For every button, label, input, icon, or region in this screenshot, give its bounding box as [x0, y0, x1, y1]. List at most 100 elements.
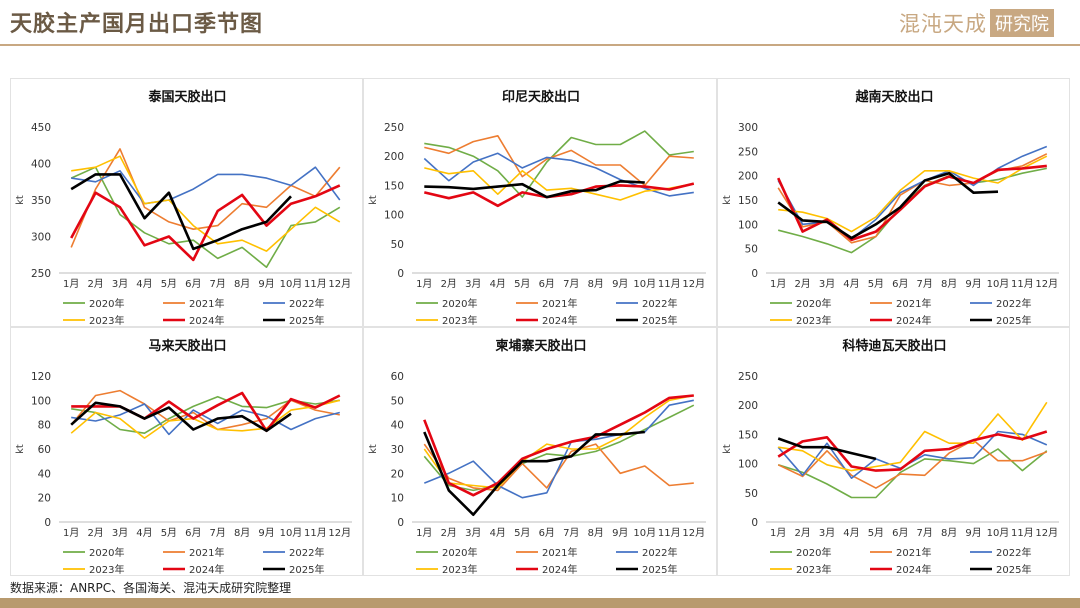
brand-logo-box: 研究院: [990, 9, 1054, 37]
x-tick-label: 9月: [965, 278, 981, 290]
x-tick-label: 12月: [328, 278, 351, 290]
footer-bar: [0, 598, 1080, 608]
x-tick-label: 9月: [258, 278, 274, 290]
x-tick-label: 8月: [588, 527, 604, 539]
y-tick-label: 100: [738, 459, 758, 471]
page-title: 天胶主产国月出口季节图: [10, 11, 264, 37]
legend-label: 2024年: [189, 314, 224, 327]
legend-label: 2021年: [896, 546, 931, 559]
y-axis-label: kt: [722, 444, 733, 454]
series-line: [70, 389, 340, 431]
x-tick-label: 3月: [465, 527, 481, 539]
x-tick-label: 6月: [892, 527, 908, 539]
series-line: [778, 155, 1048, 233]
y-tick-label: 400: [31, 159, 51, 171]
x-tick-label: 4月: [490, 527, 506, 539]
y-tick-label: 50: [745, 488, 758, 500]
chart-panel-cote-divoire: 科特迪瓦天胶出口 kt 0 50 100 150 200 250 1月 2月 3月 4月 5月 6月 7月 8…: [717, 327, 1070, 576]
series-line: [423, 430, 645, 516]
legend-label: 2025年: [996, 314, 1031, 327]
x-tick-label: 10月: [987, 527, 1010, 539]
y-tick-label: 20: [391, 468, 404, 480]
x-tick-label: 5月: [514, 278, 530, 290]
y-tick-label: 100: [738, 219, 758, 231]
chart-svg-thailand: 泰国天胶出口 kt 250 300 350 400 450 1月 2月 3月 4月 5月 6月 7月 8月 9…: [15, 89, 352, 327]
x-tick-label: 9月: [965, 527, 981, 539]
y-tick-label: 60: [38, 444, 51, 456]
y-axis-label: kt: [368, 444, 379, 454]
legend-label: 2023年: [442, 563, 477, 576]
legend-label: 2025年: [289, 314, 324, 327]
x-tick-label: 5月: [868, 278, 884, 290]
legend-label: 2021年: [542, 546, 577, 559]
x-tick-label: 10月: [280, 527, 303, 539]
x-tick-label: 9月: [612, 527, 628, 539]
y-tick-label: 20: [38, 493, 51, 505]
x-tick-label: 11月: [658, 527, 681, 539]
x-tick-label: 4月: [490, 278, 506, 290]
chart-panel-indonesia: 印尼天胶出口 kt 0 50 100 150 200 250 1月 2月 3月 4月 5月 6月 7月 8月 9…: [363, 78, 717, 327]
series-line: [423, 394, 694, 489]
x-tick-label: 8月: [941, 527, 957, 539]
y-tick-label: 250: [31, 268, 51, 280]
x-tick-label: 6月: [185, 527, 201, 539]
y-tick-label: 250: [738, 146, 758, 158]
legend-label: 2024年: [896, 314, 931, 327]
legend-label: 2020年: [442, 297, 477, 310]
series-line: [423, 394, 694, 497]
x-tick-label: 2月: [441, 278, 457, 290]
x-tick-label: 11月: [1011, 278, 1034, 290]
x-tick-label: 7月: [563, 278, 579, 290]
chart-title: 越南天胶出口: [854, 89, 933, 105]
series-line: [423, 404, 695, 492]
series-line: [777, 437, 877, 461]
y-tick-label: 0: [397, 517, 404, 529]
x-tick-label: 12月: [328, 527, 351, 539]
x-tick-label: 7月: [917, 278, 933, 290]
x-tick-label: 11月: [1011, 527, 1034, 539]
legend-label: 2020年: [442, 546, 477, 559]
x-tick-label: 10月: [280, 278, 303, 290]
legend-label: 2022年: [642, 297, 677, 310]
brand-logo: 混沌天成 研究院: [899, 8, 1054, 38]
legend-label: 2025年: [642, 563, 677, 576]
x-tick-label: 10月: [633, 527, 656, 539]
x-tick-label: 8月: [234, 527, 250, 539]
chart-svg-cambodia: 柬埔寨天胶出口 kt 0 10 20 30 40 50 60 1月 2月 3月 4月 5月 6月 7月 8月 9月…: [368, 338, 706, 576]
x-tick-label: 2月: [441, 527, 457, 539]
legend-label: 2022年: [996, 297, 1031, 310]
x-tick-label: 1月: [416, 278, 432, 290]
y-tick-label: 300: [738, 122, 758, 134]
y-tick-label: 120: [31, 371, 51, 383]
y-tick-label: 0: [44, 517, 51, 529]
series-line: [71, 403, 340, 436]
series-line: [70, 148, 341, 248]
y-tick-label: 250: [738, 371, 758, 383]
x-tick-label: 2月: [87, 527, 103, 539]
y-tick-label: 50: [391, 239, 404, 251]
x-tick-label: 1月: [770, 278, 786, 290]
chart-svg-vietnam: 越南天胶出口 kt 0 50 100 150 200 250 300 1月 2月 3月 4月 5月 6月 7月…: [722, 89, 1059, 327]
y-axis-label: kt: [15, 444, 26, 454]
legend-label: 2020年: [796, 297, 831, 310]
y-tick-label: 350: [31, 195, 51, 207]
y-tick-label: 200: [738, 171, 758, 183]
x-tick-label: 5月: [161, 278, 177, 290]
x-tick-label: 2月: [87, 278, 103, 290]
series-line: [71, 166, 341, 205]
x-tick-label: 10月: [633, 278, 656, 290]
x-tick-label: 6月: [539, 527, 555, 539]
brand-logo-text: 混沌天成: [899, 12, 987, 36]
legend-label: 2020年: [89, 546, 124, 559]
y-tick-label: 200: [738, 400, 758, 412]
chart-title: 柬埔寨天胶出口: [495, 338, 586, 354]
y-tick-label: 50: [391, 395, 404, 407]
series-line: [70, 173, 292, 251]
series-line: [778, 401, 1048, 472]
chart-title: 泰国天胶出口: [147, 89, 226, 105]
x-tick-label: 3月: [819, 527, 835, 539]
x-tick-label: 9月: [258, 527, 274, 539]
x-tick-label: 4月: [843, 527, 859, 539]
y-axis-label: kt: [15, 195, 26, 205]
legend-label: 2022年: [289, 297, 324, 310]
